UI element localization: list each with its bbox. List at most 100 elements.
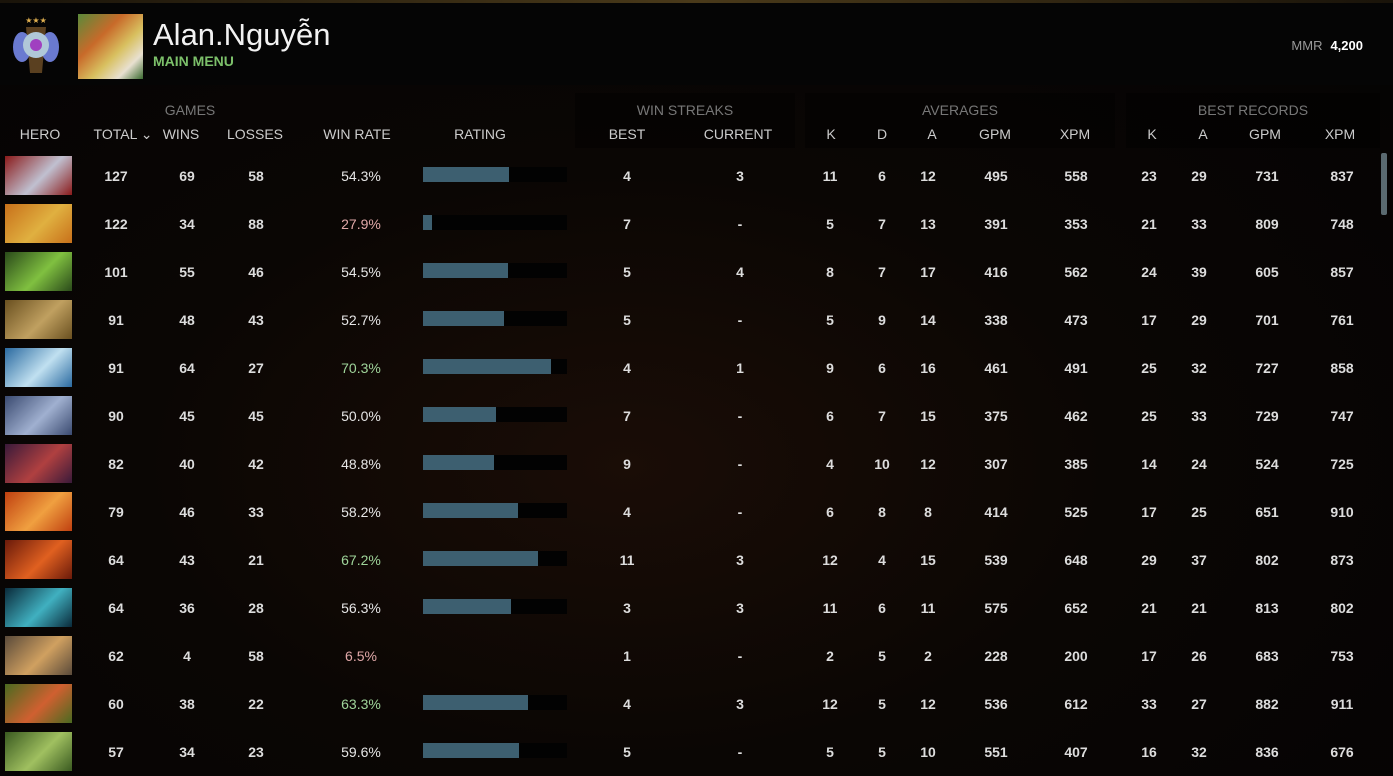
bgpm-cell: 727 bbox=[1255, 360, 1279, 376]
table-row[interactable]: 79 46 33 58.2% 4 - 6 8 8 414 525 17 25 651 910 bbox=[0, 488, 1380, 536]
total-cell: 79 bbox=[108, 504, 124, 520]
bk-cell: 25 bbox=[1141, 408, 1157, 424]
hero-portrait[interactable] bbox=[5, 396, 72, 435]
column-header-hero[interactable]: HERO bbox=[19, 126, 61, 142]
column-header-best[interactable]: BEST bbox=[608, 126, 646, 142]
win-rate-cell: 56.3% bbox=[341, 600, 381, 616]
rating-bar-fill bbox=[423, 455, 494, 470]
d-cell: 6 bbox=[878, 600, 886, 616]
column-header-a[interactable]: A bbox=[927, 126, 937, 142]
table-row[interactable]: 64 36 28 56.3% 3 3 11 6 11 575 652 21 21 813 802 bbox=[0, 584, 1380, 632]
hero-portrait[interactable] bbox=[5, 348, 72, 387]
column-header-win_rate[interactable]: WIN RATE bbox=[323, 126, 391, 142]
d-cell: 5 bbox=[878, 696, 886, 712]
table-row[interactable]: 62 4 58 6.5% 1 - 2 5 2 228 200 17 26 683 753 bbox=[0, 632, 1380, 680]
column-header-xpm[interactable]: XPM bbox=[1059, 126, 1091, 142]
k-cell: 6 bbox=[826, 408, 834, 424]
losses-cell: 22 bbox=[248, 696, 264, 712]
table-row[interactable]: 64 43 21 67.2% 11 3 12 4 15 539 648 29 37 802 873 bbox=[0, 536, 1380, 584]
rating-bar-fill bbox=[423, 359, 552, 374]
win-streaks-group bbox=[575, 93, 795, 148]
column-header-k[interactable]: K bbox=[826, 126, 836, 142]
k-cell: 5 bbox=[826, 312, 834, 328]
ba-cell: 33 bbox=[1191, 408, 1207, 424]
gpm-cell: 391 bbox=[984, 216, 1008, 232]
bgpm-cell: 882 bbox=[1255, 696, 1279, 712]
wins-cell: 46 bbox=[179, 504, 195, 520]
column-header-rating[interactable]: RATING bbox=[454, 126, 506, 142]
table-row[interactable]: 90 45 45 50.0% 7 - 6 7 15 375 462 25 33 729 747 bbox=[0, 392, 1380, 440]
hero-portrait[interactable] bbox=[5, 252, 72, 291]
rating-bar bbox=[423, 743, 567, 758]
main-menu-link[interactable]: MAIN MENU bbox=[153, 53, 234, 69]
column-header-gpm[interactable]: GPM bbox=[979, 126, 1011, 142]
gpm-cell: 414 bbox=[984, 504, 1008, 520]
rating-bar bbox=[423, 359, 567, 374]
column-header-d[interactable]: D bbox=[876, 126, 888, 142]
bk-cell: 21 bbox=[1141, 216, 1157, 232]
table-row[interactable]: 91 64 27 70.3% 4 1 9 6 16 461 491 25 32 727 858 bbox=[0, 344, 1380, 392]
rating-bar-fill bbox=[423, 215, 432, 230]
ba-cell: 32 bbox=[1191, 744, 1207, 760]
scrollbar[interactable] bbox=[1381, 153, 1387, 215]
win-rate-cell: 27.9% bbox=[341, 216, 381, 232]
total-cell: 82 bbox=[108, 456, 124, 472]
current-cell: - bbox=[737, 456, 743, 472]
losses-cell: 42 bbox=[248, 456, 264, 472]
losses-cell: 88 bbox=[248, 216, 264, 232]
hero-portrait[interactable] bbox=[5, 156, 72, 195]
column-header-wins[interactable]: WINS bbox=[162, 126, 200, 142]
table-row[interactable]: 57 34 23 59.6% 5 - 5 5 10 551 407 16 32 836 676 bbox=[0, 728, 1380, 776]
d-cell: 5 bbox=[878, 648, 886, 664]
table-row[interactable]: 122 34 88 27.9% 7 - 5 7 13 391 353 21 33 809 748 bbox=[0, 200, 1380, 248]
rating-bar bbox=[423, 647, 567, 662]
win-rate-cell: 54.3% bbox=[341, 168, 381, 184]
column-header-total[interactable]: TOTAL ⌄ bbox=[93, 126, 153, 142]
losses-cell: 45 bbox=[248, 408, 264, 424]
ba-cell: 29 bbox=[1191, 168, 1207, 184]
table-row[interactable]: 60 38 22 63.3% 4 3 12 5 12 536 612 33 27 882 911 bbox=[0, 680, 1380, 728]
a-cell: 17 bbox=[920, 264, 936, 280]
losses-cell: 28 bbox=[248, 600, 264, 616]
column-header-ba[interactable]: A bbox=[1198, 126, 1208, 142]
hero-portrait[interactable] bbox=[5, 588, 72, 627]
hero-portrait[interactable] bbox=[5, 636, 72, 675]
win-rate-cell: 54.5% bbox=[341, 264, 381, 280]
column-header-losses[interactable]: LOSSES bbox=[226, 126, 284, 142]
column-header-bk[interactable]: K bbox=[1147, 126, 1157, 142]
k-cell: 9 bbox=[826, 360, 834, 376]
bgpm-cell: 729 bbox=[1255, 408, 1279, 424]
column-header-current[interactable]: CURRENT bbox=[703, 126, 773, 142]
win-rate-cell: 50.0% bbox=[341, 408, 381, 424]
column-header-bxpm[interactable]: XPM bbox=[1324, 126, 1356, 142]
ba-cell: 21 bbox=[1191, 600, 1207, 616]
column-header-bgpm[interactable]: GPM bbox=[1249, 126, 1281, 142]
hero-portrait[interactable] bbox=[5, 684, 72, 723]
bk-cell: 17 bbox=[1141, 504, 1157, 520]
table-row[interactable]: 127 69 58 54.3% 4 3 11 6 12 495 558 23 29 731 837 bbox=[0, 152, 1380, 200]
avatar[interactable] bbox=[78, 14, 143, 79]
hero-portrait[interactable] bbox=[5, 444, 72, 483]
k-cell: 8 bbox=[826, 264, 834, 280]
bgpm-cell: 731 bbox=[1255, 168, 1279, 184]
hero-portrait[interactable] bbox=[5, 732, 72, 771]
table-row[interactable]: 82 40 42 48.8% 9 - 4 10 12 307 385 14 24 524 725 bbox=[0, 440, 1380, 488]
hero-portrait[interactable] bbox=[5, 492, 72, 531]
table-row[interactable]: 91 48 43 52.7% 5 - 5 9 14 338 473 17 29 701 761 bbox=[0, 296, 1380, 344]
rating-bar-fill bbox=[423, 695, 529, 710]
hero-portrait[interactable] bbox=[5, 204, 72, 243]
a-cell: 15 bbox=[920, 408, 936, 424]
win-rate-cell: 48.8% bbox=[341, 456, 381, 472]
d-cell: 7 bbox=[878, 264, 886, 280]
bgpm-cell: 836 bbox=[1255, 744, 1279, 760]
hero-portrait[interactable] bbox=[5, 300, 72, 339]
bgpm-cell: 683 bbox=[1255, 648, 1279, 664]
bxpm-cell: 911 bbox=[1330, 696, 1354, 712]
a-cell: 2 bbox=[924, 648, 932, 664]
bk-cell: 23 bbox=[1141, 168, 1157, 184]
hero-portrait[interactable] bbox=[5, 540, 72, 579]
table-row[interactable]: 101 55 46 54.5% 5 4 8 7 17 416 562 24 39 605 857 bbox=[0, 248, 1380, 296]
ba-cell: 39 bbox=[1191, 264, 1207, 280]
gpm-cell: 575 bbox=[984, 600, 1008, 616]
gpm-cell: 551 bbox=[984, 744, 1008, 760]
